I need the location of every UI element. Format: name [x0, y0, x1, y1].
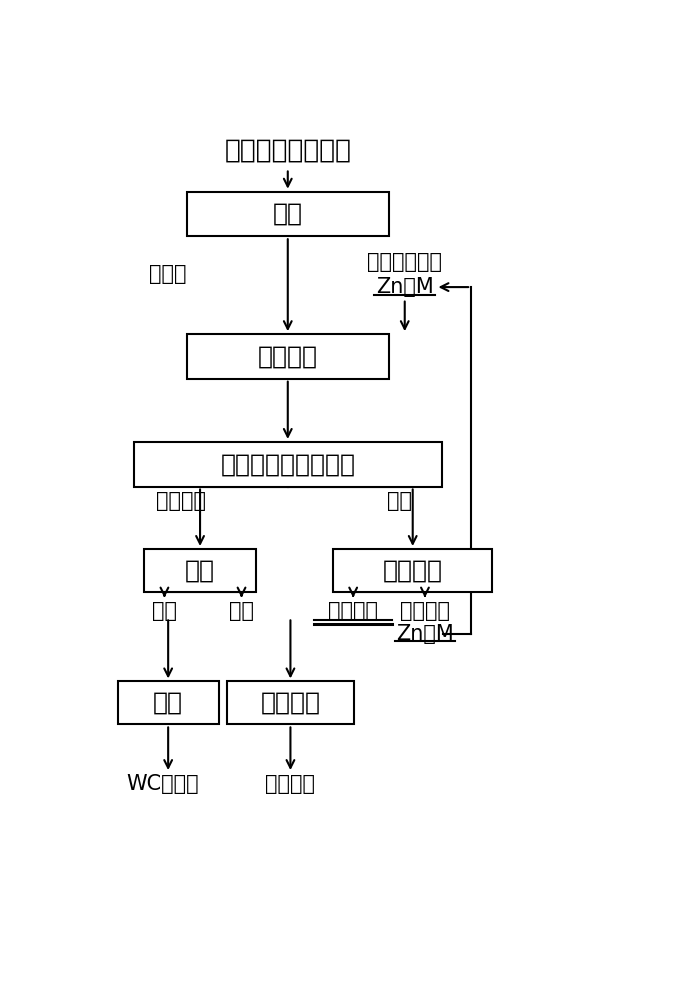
- Bar: [118, 681, 219, 724]
- Bar: [134, 442, 442, 487]
- Text: 清洗: 清洗: [273, 202, 303, 226]
- Text: 溶液: 溶液: [229, 601, 254, 621]
- Bar: [144, 549, 256, 592]
- Bar: [226, 681, 354, 724]
- Text: 酸洗: 酸洗: [185, 558, 215, 582]
- Bar: [187, 192, 389, 236]
- Text: 废旧钨钴硬质合金: 废旧钨钴硬质合金: [224, 138, 351, 164]
- Text: 干净料: 干净料: [150, 264, 187, 284]
- Bar: [333, 549, 493, 592]
- Text: 浸渣: 浸渣: [152, 601, 177, 621]
- Text: 萃取介质: 萃取介质: [400, 601, 450, 621]
- Text: 熔体萃取: 熔体萃取: [258, 344, 318, 368]
- Text: Zn、M: Zn、M: [396, 624, 454, 644]
- Text: 冷却结晶: 冷却结晶: [261, 691, 320, 715]
- Text: 金属萃取介质: 金属萃取介质: [367, 252, 442, 272]
- Text: 熔体: 熔体: [387, 491, 412, 511]
- Text: 合金残渣: 合金残渣: [156, 491, 206, 511]
- Text: 钴盐产品: 钴盐产品: [265, 774, 316, 794]
- Text: 金属钴粉: 金属钴粉: [328, 601, 378, 621]
- Text: 真空蒸馏: 真空蒸馏: [383, 558, 442, 582]
- Text: WC合格料: WC合格料: [126, 774, 199, 794]
- Text: 洗涤: 洗涤: [153, 691, 183, 715]
- Bar: [187, 334, 389, 379]
- Text: Zn、M: Zn、M: [376, 277, 434, 297]
- Text: 熔体与合金残渣分离: 熔体与合金残渣分离: [220, 452, 355, 476]
